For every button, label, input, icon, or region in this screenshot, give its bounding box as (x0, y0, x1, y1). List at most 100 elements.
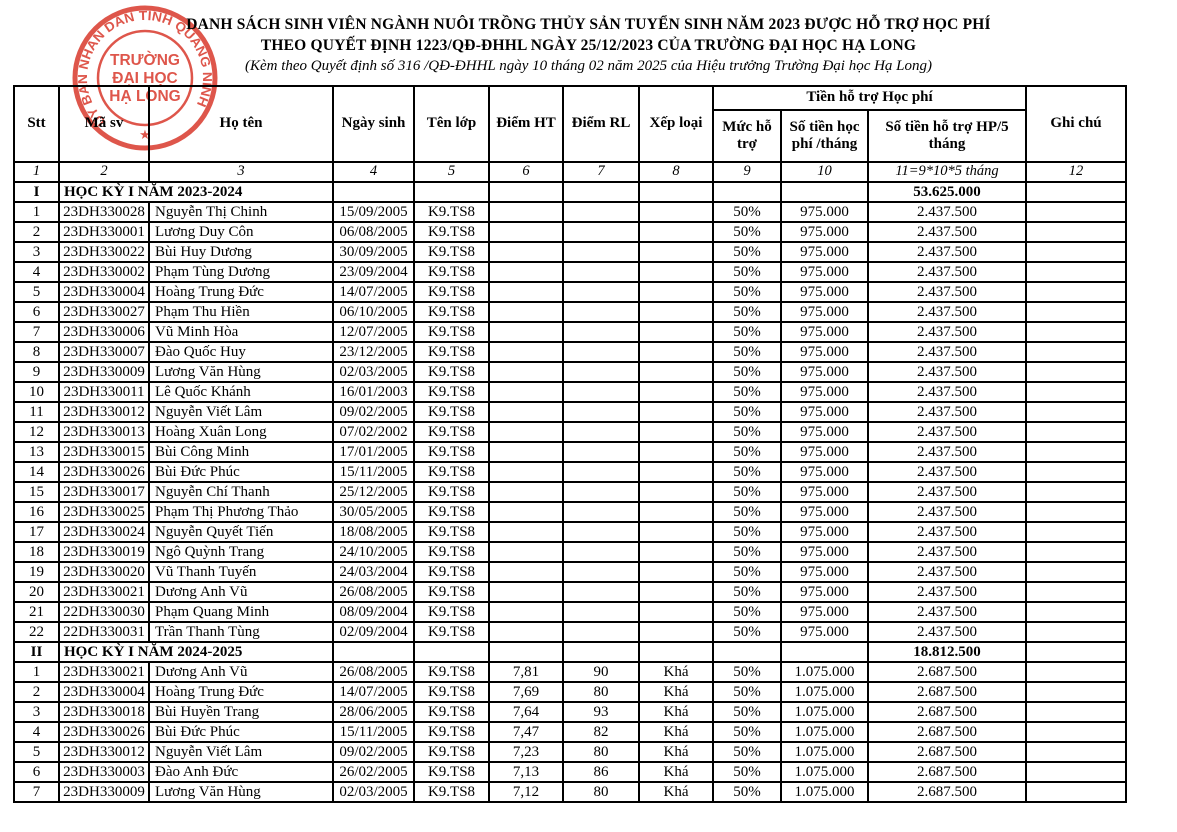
cell-ghi-chu (1025, 661, 1128, 683)
cell-muc-ho-tro: 50% (712, 321, 782, 343)
cell-diem-rl (562, 441, 640, 463)
cell-xep-loai (638, 221, 714, 243)
cell-hoc-phi-thang: 975.000 (780, 221, 869, 243)
cell-diem-ht (488, 521, 564, 543)
cell-muc-ho-tro: 50% (712, 341, 782, 363)
cell-diem-rl (562, 461, 640, 483)
cell-ho-ten: Dương Anh Vũ (148, 661, 334, 683)
cell-ho-tro-5-thang: 2.687.500 (866, 681, 1028, 703)
cell-diem-rl (562, 241, 640, 263)
cell-diem-ht: 7,64 (488, 701, 564, 723)
cell-ghi-chu (1025, 541, 1128, 563)
col-index-2: 2 (58, 161, 150, 183)
cell-ghi-chu (1025, 521, 1128, 543)
col-index-1: 1 (13, 161, 60, 183)
cell-stt: 15 (13, 481, 60, 503)
cell-hoc-phi-thang: 975.000 (780, 421, 869, 443)
cell-stt: 3 (13, 701, 60, 723)
cell-muc-ho-tro: 50% (712, 201, 782, 223)
cell-hoc-phi-thang: 975.000 (780, 361, 869, 383)
cell-ten-lop: K9.TS8 (413, 261, 490, 283)
cell-hoc-phi-thang: 1.075.000 (780, 701, 869, 723)
cell-ghi-chu (1025, 181, 1128, 203)
cell-ten-lop: K9.TS8 (413, 461, 490, 483)
cell-diem-ht (488, 441, 564, 463)
cell-hoc-phi-thang (780, 181, 869, 203)
cell-ghi-chu (1025, 401, 1128, 423)
cell-xep-loai (638, 581, 714, 603)
cell-ma-sv: 23DH330012 (58, 401, 150, 423)
cell-diem-rl: 80 (562, 781, 640, 803)
cell-ho-tro-5-thang: 2.687.500 (866, 701, 1028, 723)
cell-hoc-phi-thang (780, 641, 869, 663)
cell-diem-rl (562, 381, 640, 403)
col-header-ngay-sinh: Ngày sinh (332, 85, 415, 163)
cell-diem-ht (488, 201, 564, 223)
cell-stt: 14 (13, 461, 60, 483)
student-row: 2 23DH330001 Lương Duy Côn 06/08/2005 K9.TS8… (13, 221, 1128, 243)
cell-muc-ho-tro: 50% (712, 761, 782, 783)
cell-diem-ht (488, 501, 564, 523)
cell-ten-lop: K9.TS8 (413, 521, 490, 543)
cell-ghi-chu (1025, 641, 1128, 663)
cell-ngay-sinh: 28/06/2005 (332, 701, 415, 723)
cell-ngay-sinh: 15/11/2005 (332, 461, 415, 483)
cell-xep-loai (638, 261, 714, 283)
cell-diem-ht (488, 221, 564, 243)
cell-ghi-chu (1025, 501, 1128, 523)
cell-ngay-sinh: 09/02/2005 (332, 741, 415, 763)
cell-stt: 22 (13, 621, 60, 643)
cell-ho-tro-5-thang: 2.437.500 (866, 381, 1028, 403)
cell-ghi-chu (1025, 761, 1128, 783)
cell-ho-ten: Phạm Thị Phương Thảo (148, 501, 334, 523)
cell-hoc-phi-thang: 975.000 (780, 401, 869, 423)
cell-diem-ht (488, 641, 564, 663)
col-header-ten-lop: Tên lớp (413, 85, 490, 163)
cell-ten-lop: K9.TS8 (413, 581, 490, 603)
table-header-row-top: Stt Mã sv Họ tên Ngày sinh Tên lớp Điểm … (13, 85, 1128, 163)
cell-hoc-phi-thang: 975.000 (780, 561, 869, 583)
student-row: 9 23DH330009 Lương Văn Hùng 02/03/2005 K9.TS… (13, 361, 1128, 383)
col-index-3: 3 (148, 161, 334, 183)
cell-ma-sv: 23DH330012 (58, 741, 150, 763)
cell-muc-ho-tro: 50% (712, 381, 782, 403)
cell-stt: 6 (13, 761, 60, 783)
cell-ten-lop: K9.TS8 (413, 301, 490, 323)
student-row: 16 23DH330025 Phạm Thị Phương Thảo 30/05/20… (13, 501, 1128, 523)
cell-muc-ho-tro: 50% (712, 261, 782, 283)
cell-ho-tro-5-thang: 2.437.500 (866, 441, 1028, 463)
cell-hoc-phi-thang: 975.000 (780, 601, 869, 623)
cell-ngay-sinh: 02/09/2004 (332, 621, 415, 643)
cell-ho-ten: Lê Quốc Khánh (148, 381, 334, 403)
cell-ho-tro-5-thang: 2.437.500 (866, 421, 1028, 443)
cell-muc-ho-tro: 50% (712, 461, 782, 483)
cell-diem-ht (488, 581, 564, 603)
cell-ngay-sinh: 14/07/2005 (332, 681, 415, 703)
cell-stt: 18 (13, 541, 60, 563)
cell-ho-ten: Lương Duy Côn (148, 221, 334, 243)
cell-ma-sv: 23DH330003 (58, 761, 150, 783)
cell-ghi-chu (1025, 261, 1128, 283)
cell-ho-tro-5-thang: 2.437.500 (866, 321, 1028, 343)
cell-xep-loai (638, 321, 714, 343)
cell-ten-lop: K9.TS8 (413, 201, 490, 223)
col-header-ho-ten: Họ tên (148, 85, 334, 163)
student-row: 11 23DH330012 Nguyễn Viết Lâm 09/02/2005 K9.… (13, 401, 1128, 423)
cell-ghi-chu (1025, 301, 1128, 323)
cell-diem-ht (488, 261, 564, 283)
cell-diem-ht (488, 241, 564, 263)
cell-xep-loai: Khá (638, 701, 714, 723)
col-group-tien-ho-tro: Tiền hỗ trợ Học phí (711, 85, 1028, 111)
cell-muc-ho-tro: 50% (712, 601, 782, 623)
cell-muc-ho-tro (712, 181, 782, 203)
section-total: 18.812.500 (866, 641, 1028, 663)
cell-stt: 5 (13, 741, 60, 763)
section-label: HỌC KỲ I NĂM 2024-2025 (58, 641, 334, 663)
cell-ho-ten: Ngô Quỳnh Trang (148, 541, 334, 563)
cell-ma-sv: 23DH330026 (58, 461, 150, 483)
cell-ho-ten: Bùi Đức Phúc (148, 721, 334, 743)
cell-diem-ht (488, 281, 564, 303)
cell-muc-ho-tro: 50% (712, 721, 782, 743)
student-row: 6 23DH330027 Phạm Thu Hiền 06/10/2005 K9.TS8… (13, 301, 1128, 323)
